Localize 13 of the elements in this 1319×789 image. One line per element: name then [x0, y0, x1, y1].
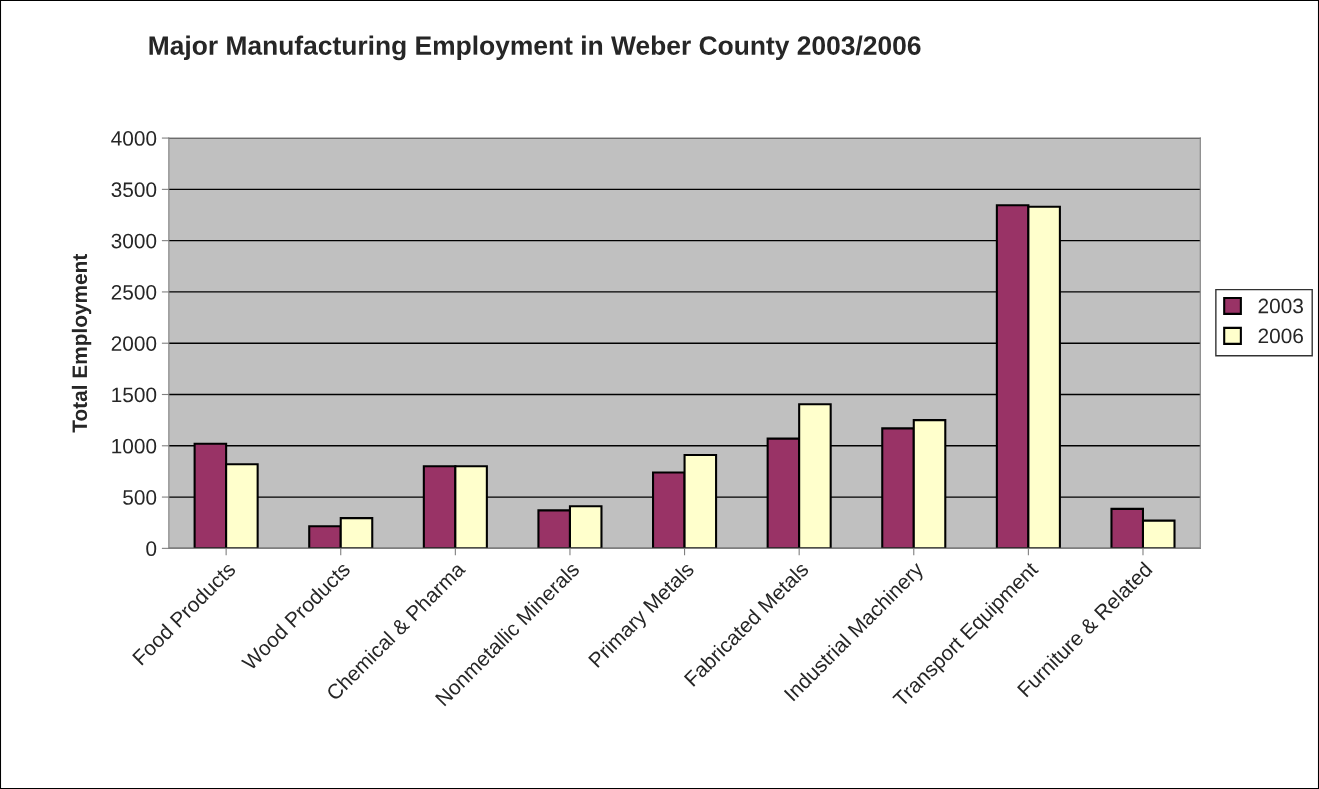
y-tick-label: 4000	[111, 131, 157, 146]
y-axis-title: Total Employment	[71, 253, 92, 433]
y-tick-label: 2000	[111, 336, 157, 351]
chart-title: Major Manufacturing Employment in Weber County 2003/2006	[149, 35, 921, 61]
y-tick-label: 500	[123, 490, 157, 505]
y-tick-label: 1500	[112, 387, 157, 403]
y-tick-label: 1000	[112, 438, 157, 454]
legend-label: 2006	[1258, 328, 1303, 344]
y-tick-label: 3500	[111, 182, 157, 198]
y-tick-label: 0	[146, 541, 157, 557]
y-tick-label: 3000	[111, 233, 157, 249]
legend-label: 2003	[1258, 298, 1303, 314]
y-tick-label: 2500	[111, 284, 157, 300]
